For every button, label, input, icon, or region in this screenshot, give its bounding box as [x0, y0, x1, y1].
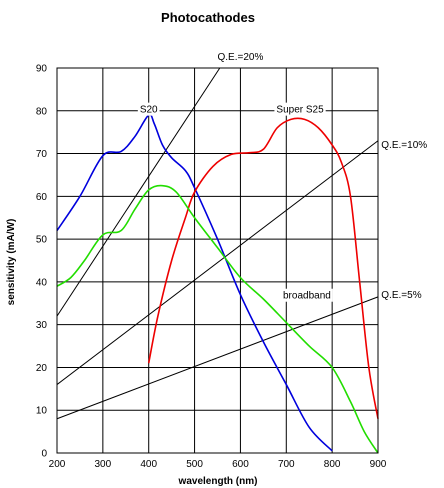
qe-line: [56, 296, 379, 420]
x-tick-label: 300: [95, 459, 112, 470]
grid: [56, 67, 379, 454]
qe-line: [56, 140, 379, 385]
label-background: [137, 102, 160, 116]
qe-label: Q.E.=10%: [381, 140, 427, 151]
plot-frame: [56, 67, 379, 454]
chart-title: Photocathodes: [161, 10, 255, 25]
y-tick-label: 60: [36, 192, 48, 203]
series-label: S20: [140, 105, 158, 116]
x-axis-label: wavelength (nm): [178, 476, 258, 487]
quantum-efficiency-lines: [56, 67, 379, 420]
y-tick-label: 30: [36, 320, 48, 331]
x-tick-label: 600: [232, 459, 249, 470]
series-line-super-s25: [147, 117, 379, 419]
series-line-s20: [56, 113, 333, 452]
qe-label: Q.E.=5%: [381, 290, 421, 301]
qe-label: Q.E.=20%: [217, 52, 263, 63]
series-label: broadband: [283, 291, 331, 302]
y-axis-label: sensitivity (mA/W): [6, 219, 17, 306]
y-tick-label: 80: [36, 106, 48, 117]
y-tick-label: 90: [36, 64, 48, 75]
y-tick-label: 70: [36, 149, 48, 160]
y-tick-label: 20: [36, 363, 48, 374]
qe-line: [56, 67, 221, 317]
label-background: [274, 102, 326, 116]
x-tick-label: 800: [324, 459, 341, 470]
annotations: S20 Super S25 broadband Q.E.=20% Q.E.=10% Q.E…: [137, 52, 427, 302]
x-tick-label: 700: [278, 459, 295, 470]
y-tick-label: 40: [36, 277, 48, 288]
series-lines: [56, 113, 379, 454]
label-background: [281, 288, 333, 302]
x-tick-label: 200: [49, 459, 66, 470]
series-line-broadband: [56, 184, 379, 454]
x-tick-label: 400: [140, 459, 157, 470]
y-tick-label: 0: [41, 449, 47, 460]
y-tick-label: 10: [36, 406, 48, 417]
y-tick-label: 50: [36, 235, 48, 246]
tick-labels: 200 300 400 500 600 700 800 900 0 10 20 30 40 50 60 70 8…: [36, 64, 387, 471]
x-tick-label: 500: [186, 459, 203, 470]
x-tick-label: 900: [370, 459, 387, 470]
series-label: Super S25: [276, 105, 324, 116]
